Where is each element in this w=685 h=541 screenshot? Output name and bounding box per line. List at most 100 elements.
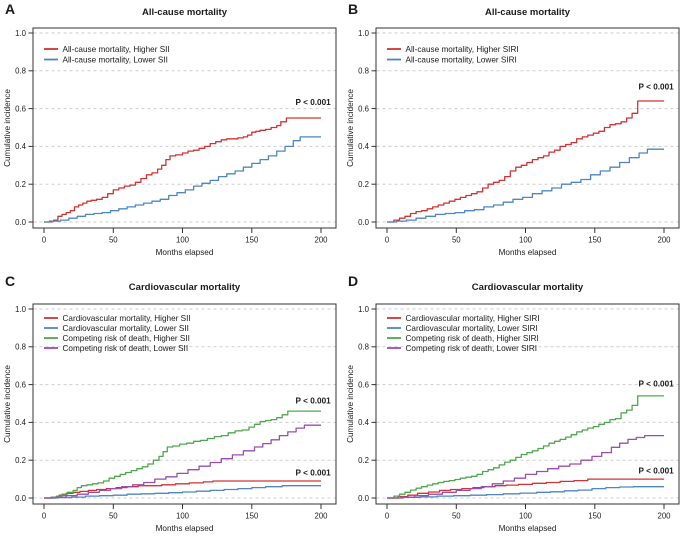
x-tick-label: 0 [385,236,390,245]
y-tick-label: 0.0 [15,494,27,503]
p-value-annotation: P < 0.001 [639,466,675,475]
plot-area-D: 0 50 100 150 200 0.0 0.2 0.4 0.6 0.8 1.0 Cumulative… [346,303,680,533]
series-line [387,148,664,223]
y-tick-label: 0.2 [15,180,26,189]
y-tick-label: 0.8 [358,343,369,352]
series-line [44,410,321,499]
y-tick-label: 0.6 [15,104,26,113]
x-tick-label: 150 [588,512,602,521]
panel-title-C: Cardiovascular mortality [128,282,241,293]
y-tick-label: 0.8 [15,343,26,352]
x-tick-label: 0 [42,236,47,245]
series-line [387,100,664,223]
y-tick-label: 0.4 [15,142,27,151]
legend-label: All-cause mortality, Lower SII [63,55,168,64]
x-tick-label: 150 [245,512,259,521]
p-value-annotation: P < 0.001 [296,98,332,107]
panel-title-A: All-cause mortality [142,7,227,18]
legend-label: Competing risk of death, Higher SII [63,334,190,343]
panel-label-D: D [348,273,359,289]
x-tick-label: 150 [588,236,602,245]
legend-label: All-cause mortality, Higher SIRI [406,45,519,54]
x-axis-label: Months elapsed [156,248,214,257]
x-tick-label: 0 [385,512,390,521]
series-line [44,136,321,223]
y-tick-label: 0.4 [358,418,370,427]
p-value-annotation: P < 0.001 [639,83,675,92]
y-tick-label: 0.6 [15,380,26,389]
series-line [387,395,664,499]
legend-label: Competing risk of death, Lower SIRI [406,344,538,353]
x-tick-label: 100 [519,512,533,521]
y-tick-label: 0.0 [15,218,27,227]
x-axis-label: Months elapsed [499,524,557,533]
panel-label-B: B [348,1,359,17]
legend-label: Cardiovascular mortality, Higher SIRI [406,314,540,323]
plot-box [375,303,680,505]
panel-label-C: C [5,273,16,289]
x-axis-label: Months elapsed [156,524,214,533]
plot-area-C: 0 50 100 150 200 0.0 0.2 0.4 0.6 0.8 1.0 Cumulative… [3,303,337,533]
y-axis-label: Cumulative incidence [3,89,12,167]
x-tick-label: 50 [109,512,118,521]
series-line [387,486,664,499]
x-axis-label: Months elapsed [499,248,557,257]
x-tick-label: 100 [176,236,190,245]
y-tick-label: 0.2 [15,456,26,465]
y-tick-label: 1.0 [358,305,370,314]
plot-area-B: 0 50 100 150 200 0.0 0.2 0.4 0.6 0.8 1.0 Cumulative… [346,27,680,257]
series-line [387,434,664,499]
plot-box [32,303,337,505]
legend-label: All-cause mortality, Lower SIRI [406,55,517,64]
p-value-annotation: P < 0.001 [296,397,332,406]
legend-label: Competing risk of death, Lower SII [63,344,189,353]
panel-title-B: All-cause mortality [485,7,570,18]
panel-A: A All-cause mortality 0 50 100 150 200 0.0 0.2… [0,0,342,270]
plot-box [32,27,337,229]
x-tick-label: 100 [176,512,190,521]
x-tick-label: 50 [109,236,118,245]
legend-label: Cardiovascular mortality, Lower SIRI [406,324,538,333]
panel-B: B All-cause mortality 0 50 100 150 200 0.0 0.2… [343,0,685,270]
y-tick-label: 1.0 [15,29,27,38]
panel-label-A: A [5,1,16,17]
x-tick-label: 50 [452,236,461,245]
x-tick-label: 150 [245,236,259,245]
series-line [44,424,321,499]
y-tick-label: 0.2 [358,456,369,465]
x-tick-label: 50 [452,512,461,521]
series-line [44,117,321,223]
legend-label: Cardiovascular mortality, Higher SII [63,314,191,323]
series-line [44,485,321,499]
plot-area-A: 0 50 100 150 200 0.0 0.2 0.4 0.6 0.8 1.0 Cumulative… [3,27,337,257]
y-axis-label: Cumulative incidence [346,89,355,167]
legend-label: Competing risk of death, Higher SIRI [406,334,539,343]
plot-box [375,27,680,229]
x-tick-label: 200 [657,236,671,245]
panel-title-D: Cardiovascular mortality [471,282,584,293]
x-tick-label: 0 [42,512,47,521]
y-tick-label: 0.4 [358,142,370,151]
y-tick-label: 0.6 [358,380,369,389]
y-tick-label: 0.2 [358,180,369,189]
y-tick-label: 0.0 [358,218,370,227]
y-tick-label: 0.4 [15,418,27,427]
y-tick-label: 0.6 [358,104,369,113]
panel-C: C Cardiovascular mortality 0 50 100 150 200 0… [0,270,342,541]
y-axis-label: Cumulative incidence [346,365,355,443]
y-axis-label: Cumulative incidence [3,365,12,443]
y-tick-label: 0.0 [358,494,370,503]
x-tick-label: 200 [314,512,328,521]
legend-label: All-cause mortality, Higher SII [63,45,170,54]
y-tick-label: 1.0 [15,305,27,314]
x-tick-label: 200 [314,236,328,245]
y-tick-label: 0.8 [15,67,26,76]
x-tick-label: 100 [519,236,533,245]
legend-label: Cardiovascular mortality, Lower SII [63,324,189,333]
p-value-annotation: P < 0.001 [639,380,675,389]
y-tick-label: 1.0 [358,29,370,38]
p-value-annotation: P < 0.001 [296,468,332,477]
y-tick-label: 0.8 [358,67,369,76]
panel-D: D Cardiovascular mortality 0 50 100 150 200 0… [343,270,685,541]
